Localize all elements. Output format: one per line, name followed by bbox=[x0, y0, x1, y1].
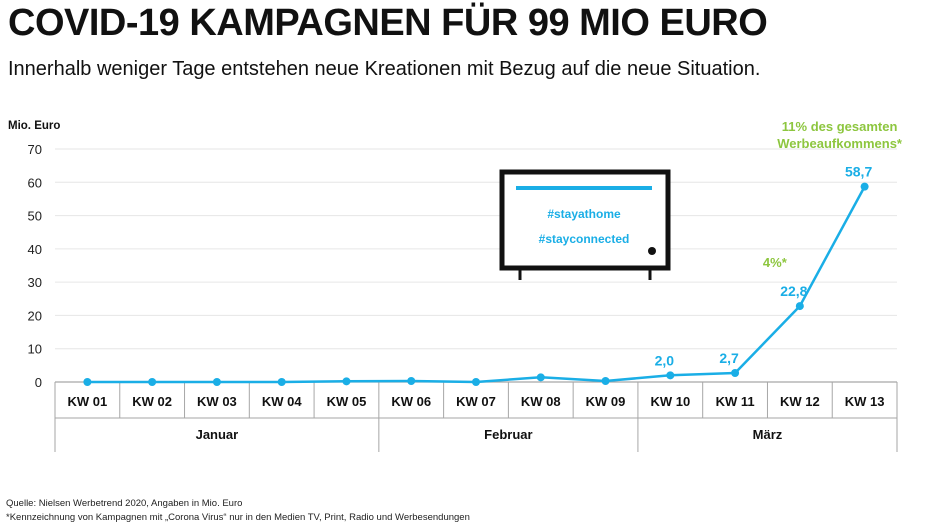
x-tick-label: KW 05 bbox=[327, 394, 367, 409]
y-axis-label: Mio. Euro bbox=[8, 120, 60, 132]
footnote: *Kennzeichnung von Kampagnen mit „Corona… bbox=[6, 512, 470, 523]
source-note: Quelle: Nielsen Werbetrend 2020, Angaben… bbox=[6, 498, 243, 509]
x-group-label: März bbox=[753, 427, 783, 442]
y-tick-label: 0 bbox=[35, 375, 42, 390]
data-point bbox=[795, 302, 804, 311]
chart-title: COVID-19 KAMPAGNEN FÜR 99 MIO EURO bbox=[8, 2, 768, 44]
annotation-label: Werbeaufkommens* bbox=[777, 136, 903, 151]
y-axis-ticks: 0 10 20 30 40 50 60 70 bbox=[28, 142, 42, 390]
data-label: 22,8 bbox=[780, 283, 807, 299]
x-tick-label: KW 11 bbox=[716, 394, 755, 409]
data-label: 58,7 bbox=[845, 164, 872, 180]
annotation-label: 11% des gesamten bbox=[782, 119, 898, 134]
y-tick-label: 10 bbox=[28, 342, 42, 357]
data-point bbox=[148, 378, 157, 386]
x-tick-label: KW 12 bbox=[780, 394, 820, 409]
data-point bbox=[666, 371, 675, 380]
data-point bbox=[212, 378, 221, 386]
data-point bbox=[342, 377, 351, 386]
x-tick-label: KW 01 bbox=[68, 394, 108, 409]
x-tick-label: KW 07 bbox=[456, 394, 496, 409]
x-tick-label: KW 03 bbox=[197, 394, 237, 409]
tv-hashtag-1: #stayathome bbox=[547, 207, 621, 221]
x-axis-table: KW 01 KW 02 KW 03 KW 04 KW 05 KW 06 KW 07 KW 08… bbox=[54, 381, 898, 452]
data-point bbox=[472, 378, 480, 386]
data-point bbox=[601, 377, 610, 386]
y-tick-label: 50 bbox=[28, 209, 42, 224]
grid-lines bbox=[55, 148, 897, 350]
tv-hashtag-2: #stayconnected bbox=[539, 232, 630, 246]
data-point bbox=[731, 369, 740, 378]
x-tick-label: KW 04 bbox=[262, 394, 303, 409]
x-group-label: Februar bbox=[484, 427, 532, 442]
data-labels: 2,0 2,7 22,8 58,7 bbox=[655, 164, 873, 369]
data-point bbox=[83, 378, 92, 386]
x-group-label: Januar bbox=[196, 427, 239, 442]
data-point bbox=[277, 378, 286, 386]
y-tick-label: 30 bbox=[28, 275, 42, 290]
series-line bbox=[83, 182, 869, 386]
x-tick-label: KW 06 bbox=[391, 394, 431, 409]
y-tick-label: 60 bbox=[28, 175, 42, 190]
x-tick-label: KW 13 bbox=[845, 394, 885, 409]
annotation-label: 4%* bbox=[763, 255, 788, 270]
y-tick-label: 70 bbox=[28, 142, 42, 157]
y-tick-label: 20 bbox=[28, 308, 42, 323]
footer: Quelle: Nielsen Werbetrend 2020, Angaben… bbox=[6, 497, 470, 525]
data-label: 2,7 bbox=[719, 350, 739, 366]
x-tick-label: KW 02 bbox=[132, 394, 172, 409]
x-tick-label: KW 08 bbox=[521, 394, 561, 409]
data-point bbox=[860, 182, 869, 191]
x-tick-label: KW 09 bbox=[586, 394, 626, 409]
tv-icon: #stayathome #stayconnected bbox=[499, 169, 671, 280]
y-tick-label: 40 bbox=[28, 242, 42, 257]
data-label: 2,0 bbox=[655, 352, 675, 368]
data-point bbox=[407, 377, 416, 386]
x-tick-label: KW 10 bbox=[650, 394, 690, 409]
chart-subtitle: Innerhalb weniger Tage entstehen neue Kr… bbox=[8, 58, 761, 80]
annotations: 4%* 11% des gesamten Werbeaufkommens* bbox=[763, 119, 903, 270]
data-point bbox=[536, 373, 545, 382]
